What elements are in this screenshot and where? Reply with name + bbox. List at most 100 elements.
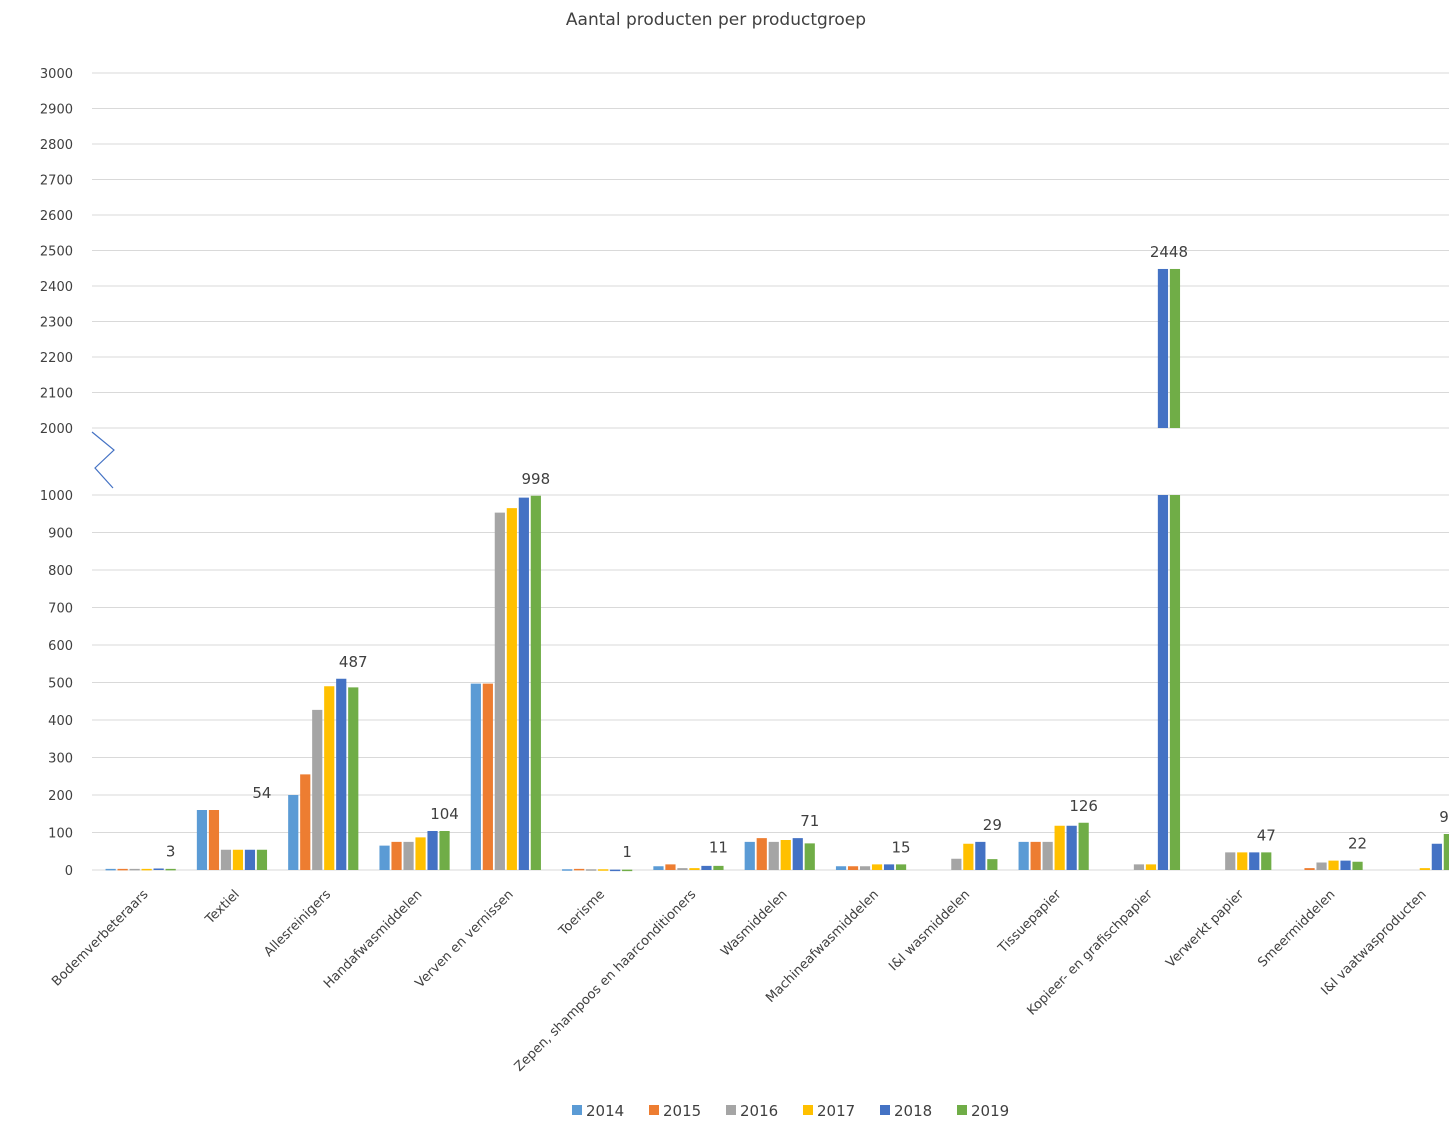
bar (665, 864, 676, 870)
legend-swatch (880, 1105, 890, 1115)
bar (439, 831, 450, 870)
data-label: 487 (339, 653, 368, 671)
x-tick-label: I&I vaatwasproducten (1318, 887, 1429, 998)
data-label: 998 (522, 470, 551, 488)
data-label: 71 (800, 812, 819, 830)
bar (835, 866, 847, 870)
bar (562, 869, 573, 871)
bar (220, 849, 232, 870)
bar (598, 869, 609, 871)
bar (165, 868, 176, 871)
y-tick-label: 3000 (40, 67, 73, 82)
y-tick-label: 0 (65, 864, 73, 879)
legend-label: 2015 (663, 1102, 701, 1120)
data-label: 11 (709, 838, 728, 856)
y-tick-label: 2800 (40, 138, 73, 153)
legend-label: 2017 (817, 1102, 855, 1120)
bar (506, 508, 517, 870)
bar (1042, 841, 1053, 870)
bar (1249, 852, 1260, 870)
bar (768, 841, 779, 870)
bar (804, 843, 815, 870)
bar (713, 865, 724, 870)
bar (1066, 825, 1077, 870)
y-tick-label: 1000 (40, 489, 73, 504)
legend-swatch (572, 1105, 582, 1115)
bar (963, 843, 974, 870)
y-tick-label: 600 (48, 639, 73, 654)
x-tick-label: Wasmiddelen (718, 887, 790, 959)
chart-title: Aantal producten per productgroep (566, 10, 866, 30)
y-axis-ticks: 0 100 200 300 400 500 600 700 800 900 1000 2000 2100… (40, 67, 73, 879)
data-label: 29 (983, 816, 1002, 834)
bar (1133, 864, 1145, 870)
x-tick-label: Zepen, shampoos en haarconditioners (512, 887, 700, 1075)
gridlines (92, 72, 1449, 871)
bar (1030, 841, 1041, 870)
y-tick-label: 100 (48, 827, 73, 842)
bar (153, 868, 164, 870)
bar (379, 845, 390, 870)
bar (987, 859, 998, 870)
y-tick-label: 900 (48, 527, 73, 542)
bar (951, 858, 962, 870)
bar (232, 849, 244, 870)
bar (518, 497, 529, 870)
y-tick-label: 400 (48, 714, 73, 729)
bar (415, 837, 426, 870)
x-tick-label: Toerisme (556, 887, 608, 939)
legend-swatch (803, 1105, 813, 1115)
bar (256, 849, 268, 870)
x-tick-label: Allesreinigers (261, 887, 334, 960)
legend-swatch (957, 1105, 967, 1115)
bar (494, 512, 505, 870)
bar (895, 864, 907, 870)
bars (105, 268, 1449, 872)
data-label: 104 (430, 805, 459, 823)
y-tick-label: 2500 (40, 245, 73, 260)
data-label: 96 (1439, 808, 1449, 826)
bar (1157, 495, 1169, 870)
bar (622, 869, 633, 872)
bar (1225, 852, 1236, 870)
data-label: 2448 (1150, 243, 1188, 261)
legend-label: 2014 (586, 1102, 624, 1120)
y-tick-label: 2900 (40, 103, 73, 118)
x-axis-ticks: Bodemverbeteraars Textiel AllesreinigersHa… (49, 887, 1429, 1075)
legend-swatch (649, 1105, 659, 1115)
bar (288, 795, 299, 870)
bar (196, 810, 208, 870)
bar (689, 868, 700, 870)
bar (1078, 822, 1089, 870)
bar (324, 686, 335, 870)
bar (530, 495, 541, 870)
bar (653, 866, 664, 870)
bar (1431, 843, 1442, 870)
legend-label: 2016 (740, 1102, 778, 1120)
bar (871, 864, 883, 870)
bar (129, 868, 140, 871)
data-label: 22 (1348, 835, 1367, 853)
bar (1169, 495, 1181, 870)
bar (1304, 868, 1315, 870)
bar (756, 838, 767, 870)
y-tick-label: 2300 (40, 316, 73, 331)
legend: 2014 2015 2016 2017 2018 2019 (572, 1102, 1009, 1120)
bar (610, 869, 621, 872)
bar (701, 865, 712, 870)
y-tick-label: 2400 (40, 280, 73, 295)
bar (244, 849, 256, 870)
bar (1145, 864, 1157, 870)
x-tick-label: I&I wasmiddelen (886, 887, 973, 974)
bar (1237, 852, 1248, 870)
y-tick-label: 2700 (40, 174, 73, 189)
bar (792, 838, 803, 870)
bar (1169, 268, 1181, 428)
y-tick-label: 2100 (40, 387, 73, 402)
bar (1261, 852, 1272, 870)
bar (677, 868, 688, 870)
bar (470, 683, 481, 870)
data-label: 1 (622, 843, 632, 861)
